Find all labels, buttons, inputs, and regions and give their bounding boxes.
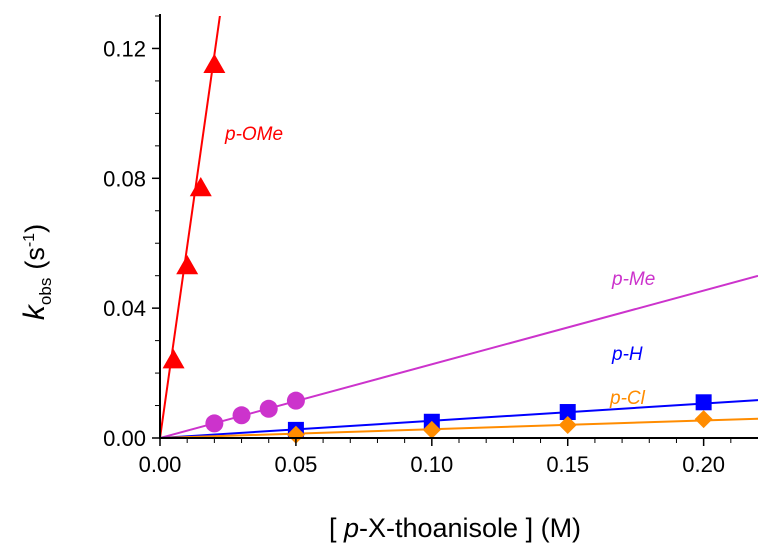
x-tick-label: 0.15 — [546, 452, 589, 477]
series-label-p-ome: p-OMe — [224, 124, 283, 145]
x-tick-label: 0.20 — [682, 452, 725, 477]
marker-p-me — [259, 399, 278, 418]
marker-p-cl — [558, 416, 577, 435]
x-axis-title: [ p-X-thoanisole ] (M) — [329, 513, 581, 543]
marker-p-ome — [176, 254, 199, 275]
marker-p-h — [559, 404, 576, 421]
marker-p-me — [205, 414, 224, 433]
data-markers — [162, 53, 713, 444]
marker-p-ome — [189, 177, 212, 197]
x-tick-label: 0.00 — [139, 452, 182, 477]
y-tick-label: 0.08 — [103, 166, 146, 191]
marker-p-cl — [286, 425, 305, 444]
marker-p-cl — [694, 410, 713, 429]
marker-p-ome — [203, 53, 226, 73]
fit-lines — [160, 16, 758, 438]
marker-p-me — [286, 391, 305, 410]
fit-line-p-ome — [160, 16, 221, 438]
series-label-p-h: p-H — [611, 344, 643, 365]
marker-p-h — [695, 394, 712, 411]
y-axis-title: kobs(s-1) — [18, 224, 55, 320]
series-label-p-me: p-Me — [611, 269, 655, 290]
fit-line-p-me — [160, 274, 758, 438]
series-label-p-cl: p-Cl — [609, 388, 646, 409]
x-tick-label: 0.10 — [410, 452, 453, 477]
axes — [159, 14, 758, 439]
series-labels: p-OMe p-Me p-H p-Cl — [224, 124, 655, 409]
fit-line-p-h — [160, 399, 758, 438]
marker-p-me — [232, 406, 251, 425]
y-tick-label: 0.12 — [103, 36, 146, 61]
x-tick-label: 0.05 — [274, 452, 317, 477]
marker-p-ome — [162, 349, 185, 369]
fit-line-p-cl — [160, 417, 758, 438]
marker-p-cl — [422, 420, 441, 439]
y-tick-label: 0.00 — [103, 426, 146, 451]
y-tick-label: 0.04 — [103, 296, 146, 321]
ticks: 0.00 0.05 0.10 0.15 0.20 0.00 0.04 0.08 0.12 — [103, 15, 732, 477]
